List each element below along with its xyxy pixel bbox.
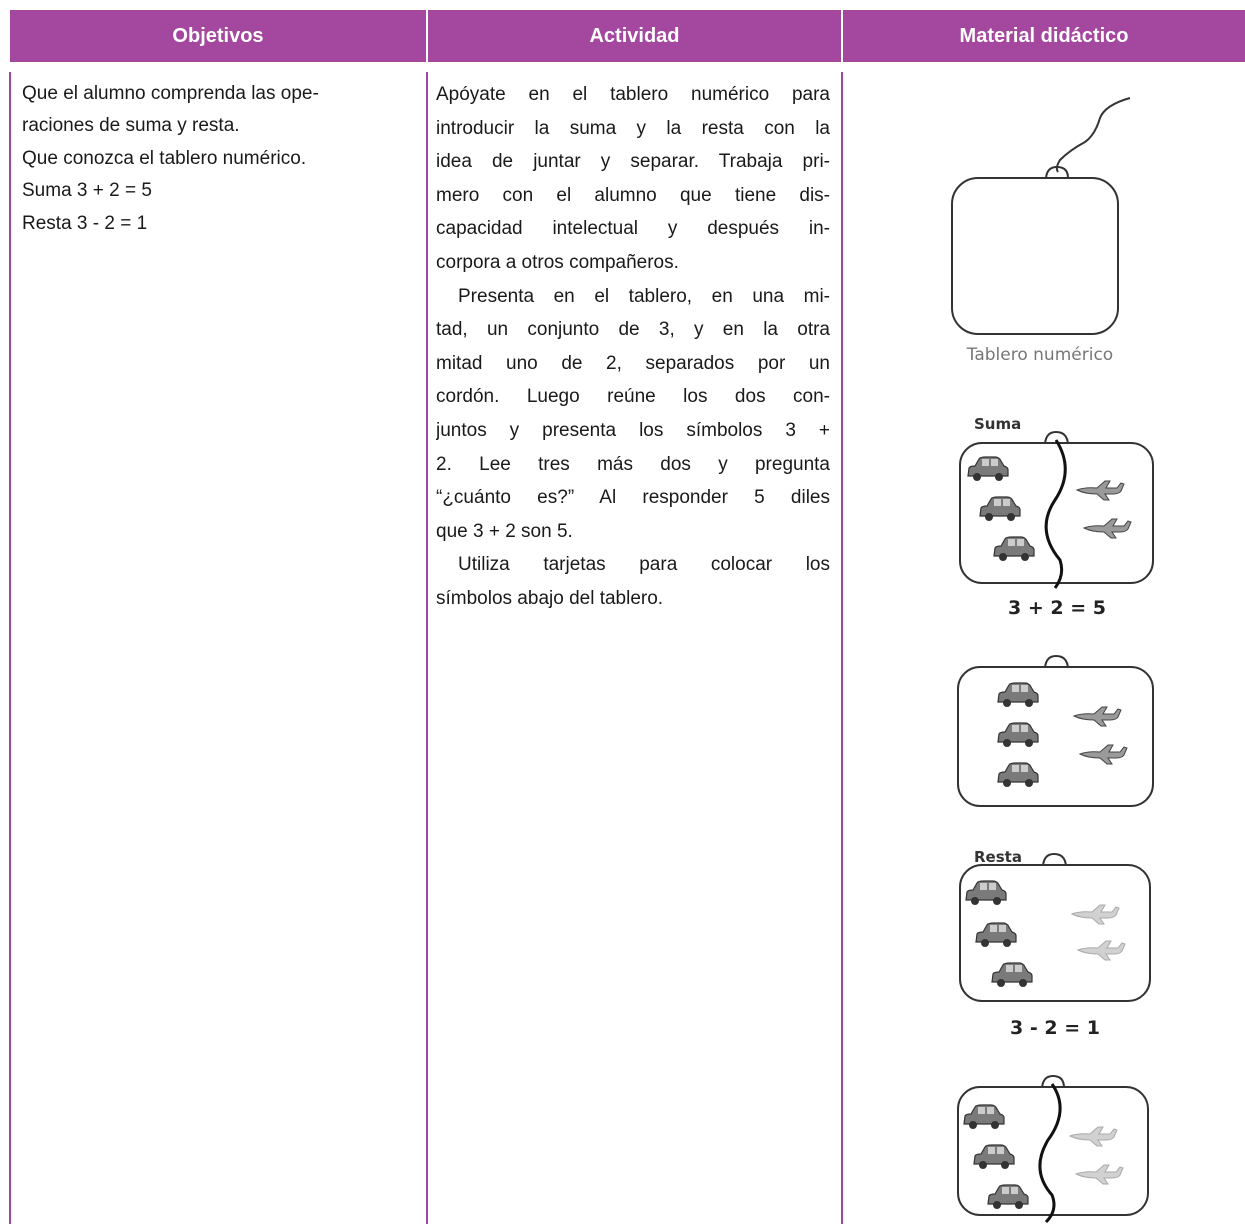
text-line: Suma 3 + 2 = 5 xyxy=(22,180,152,202)
objetivos-cell: Que el alumno comprenda las ope-raciones… xyxy=(22,78,417,240)
text-line: mitad uno de 2, separados por un xyxy=(436,352,830,374)
text-line: cordón. Luego reúne los dos con- xyxy=(436,386,830,408)
text-line: tad, un conjunto de 3, y en la otra xyxy=(436,319,830,341)
text-line: mero con el alumno que tiene dis- xyxy=(436,184,830,206)
text-line: juntos y presenta los símbolos 3 + xyxy=(436,419,830,441)
joined-board xyxy=(957,654,1154,807)
text-line: Apóyate en el tablero numérico para xyxy=(436,84,830,105)
header-cell: Objetivos xyxy=(10,10,426,62)
material-illustrations: Tablero numérico Suma 3 + 2 = 5 Resta 3 … xyxy=(951,97,1154,1224)
column-border xyxy=(426,72,428,1224)
text-line: capacidad intelectual y después in- xyxy=(436,218,830,240)
text-line: que 3 + 2 son 5. xyxy=(436,520,573,542)
text-line: Presenta en el tablero, en una mi- xyxy=(458,285,830,307)
text-line: corpora a otros compañeros. xyxy=(436,251,679,273)
header-cell: Actividad xyxy=(428,10,841,62)
figure-label: Suma xyxy=(974,415,1021,433)
equation: 3 - 2 = 1 xyxy=(1010,1017,1100,1039)
header-cell: Material didáctico xyxy=(843,10,1245,62)
figure-label: Tablero numérico xyxy=(966,345,1113,365)
separated-board xyxy=(957,1074,1149,1224)
column-border xyxy=(841,72,843,1224)
text-line: Que el alumno comprenda las ope- xyxy=(22,83,319,104)
text-line: Utiliza tarjetas para colocar los xyxy=(458,554,830,576)
text-line: símbolos abajo del tablero. xyxy=(436,587,664,609)
suma-board xyxy=(959,430,1154,589)
text-line: introducir la suma y la resta con la xyxy=(436,117,830,139)
figure-label: Resta xyxy=(974,848,1022,866)
tablero-figure xyxy=(951,97,1131,335)
column-border xyxy=(9,72,11,1224)
text-line: “¿cuánto es?” Al responder 5 diles xyxy=(436,487,830,509)
resta-board xyxy=(959,852,1151,1002)
text-line: idea de juntar y separar. Trabaja pri- xyxy=(436,151,830,173)
equation: 3 + 2 = 5 xyxy=(1008,597,1106,619)
text-line: 2. Lee tres más dos y pregunta xyxy=(436,453,830,475)
text-line: Resta 3 - 2 = 1 xyxy=(22,212,148,234)
actividad-cell: Apóyate en el tablero numérico para intro… xyxy=(436,78,830,616)
text-line: Que conozca el tablero numérico. xyxy=(22,147,307,169)
text-line: raciones de suma y resta. xyxy=(22,115,240,137)
